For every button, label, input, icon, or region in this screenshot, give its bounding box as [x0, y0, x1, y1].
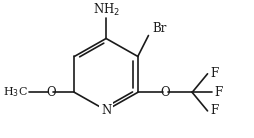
Text: O: O — [46, 86, 56, 99]
Text: F: F — [210, 67, 218, 80]
Text: F: F — [210, 104, 218, 117]
Text: NH$_2$: NH$_2$ — [92, 2, 120, 18]
Text: F: F — [214, 86, 223, 99]
Text: N: N — [101, 104, 111, 117]
Text: H$_3$C: H$_3$C — [3, 85, 28, 99]
Text: O: O — [160, 86, 170, 99]
Text: Br: Br — [152, 22, 166, 35]
